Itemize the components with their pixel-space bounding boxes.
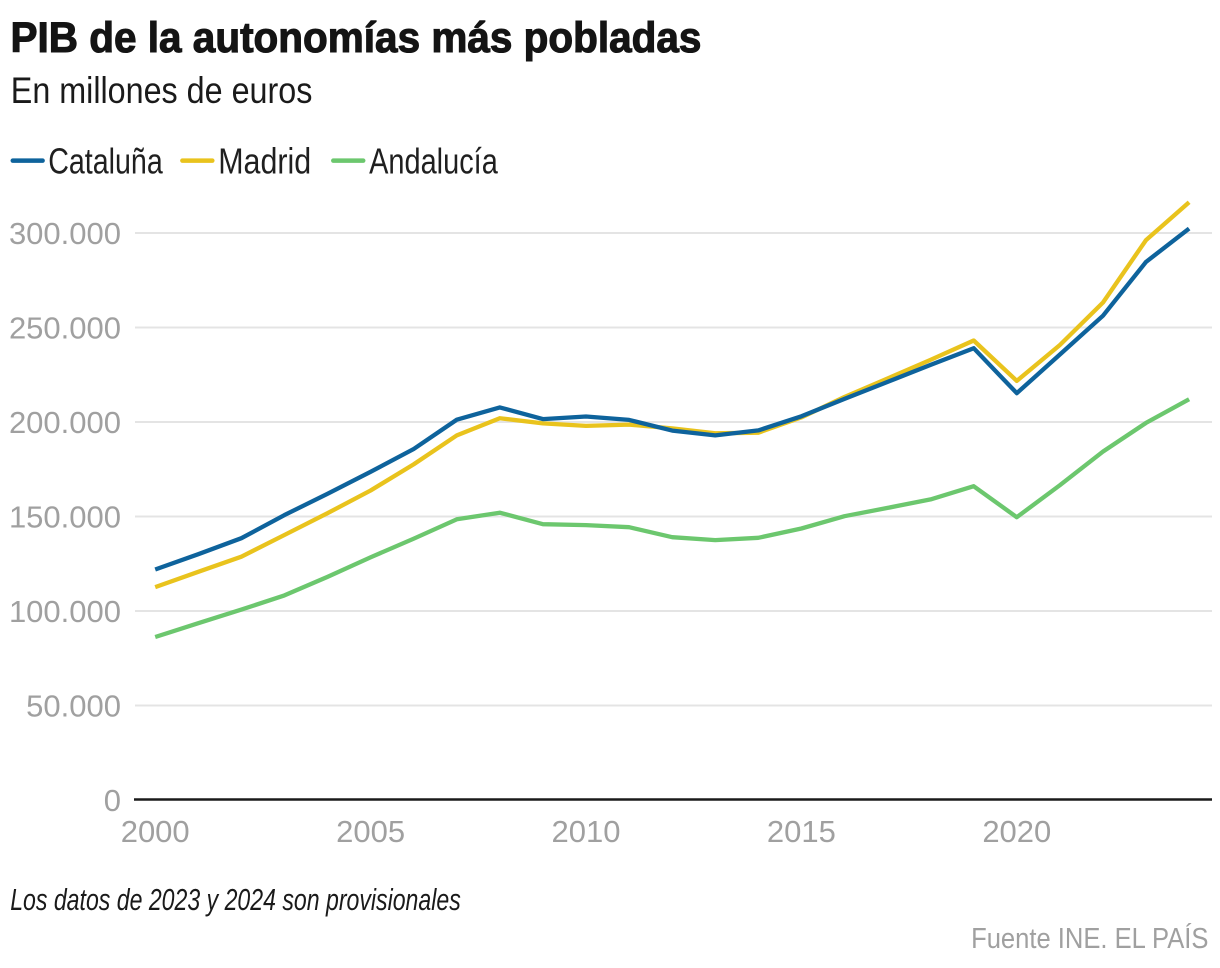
svg-text:0: 0 bbox=[104, 783, 121, 818]
svg-text:Los datos de 2023 y 2024 son p: Los datos de 2023 y 2024 son provisional… bbox=[10, 881, 461, 916]
svg-text:Andalucía: Andalucía bbox=[369, 140, 498, 181]
svg-text:PIB de la autonomías más pobla: PIB de la autonomías más pobladas bbox=[11, 13, 702, 61]
svg-text:Cataluña: Cataluña bbox=[48, 141, 163, 181]
svg-text:2020: 2020 bbox=[982, 814, 1051, 849]
svg-text:100.000: 100.000 bbox=[9, 594, 121, 629]
svg-text:En millones de euros: En millones de euros bbox=[11, 71, 313, 111]
svg-text:2005: 2005 bbox=[336, 814, 405, 849]
svg-text:300.000: 300.000 bbox=[9, 216, 121, 251]
svg-text:200.000: 200.000 bbox=[9, 405, 121, 440]
svg-text:250.000: 250.000 bbox=[9, 311, 121, 346]
svg-text:Madrid: Madrid bbox=[218, 142, 311, 182]
svg-text:2010: 2010 bbox=[552, 814, 621, 849]
svg-text:150.000: 150.000 bbox=[9, 500, 121, 535]
svg-text:Fuente INE. EL PAÍS: Fuente INE. EL PAÍS bbox=[971, 922, 1208, 955]
svg-text:2000: 2000 bbox=[121, 814, 190, 849]
svg-text:50.000: 50.000 bbox=[26, 689, 121, 724]
svg-text:2015: 2015 bbox=[767, 814, 836, 849]
